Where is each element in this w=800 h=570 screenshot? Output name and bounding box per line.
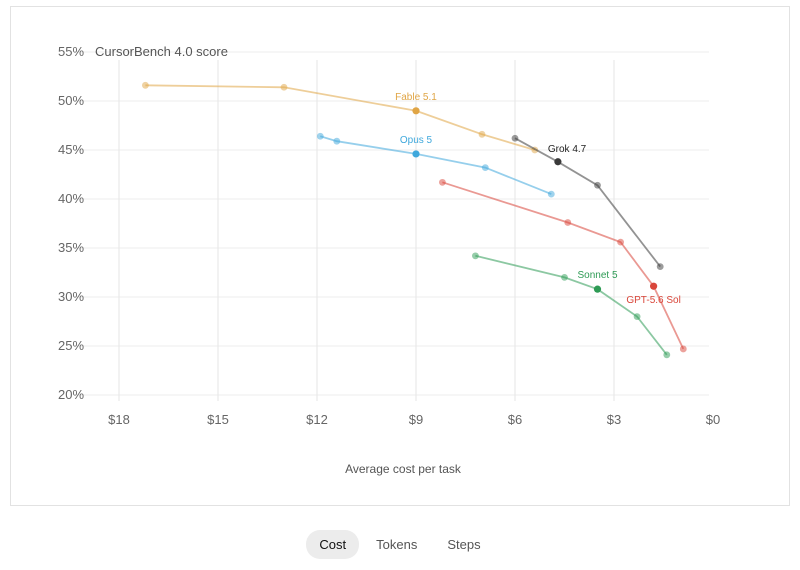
data-point-gpt-5-6-sol[interactable] [439,178,446,186]
y-tick-label: 20% [58,387,84,402]
y-tick-label: 30% [58,289,84,304]
x-tick-label: $3 [607,412,621,427]
chart-plot: 20% 25% 30% 35% 40% 45% 50% 55% CursorBench 4.0 … [58,44,720,476]
y-tick-label: 40% [58,191,84,206]
series-line-fable-5-1 [145,84,536,151]
series-line-grok-4-7 [514,137,661,268]
data-point-opus-5[interactable] [547,190,555,198]
data-point-opus-5[interactable] [316,132,324,140]
y-tick-label: 45% [58,142,84,157]
data-point-sonnet-5[interactable] [472,252,479,260]
data-point-sonnet-5[interactable] [593,285,602,293]
series-label-sonnet-5: Sonnet 5 [577,270,617,281]
data-point-sonnet-5[interactable] [663,351,671,359]
chart-title: CursorBench 4.0 score [95,44,228,59]
tab-steps[interactable]: Steps [447,537,481,552]
series-label-fable-5-1: Fable 5.1 [395,92,437,103]
x-tick-label: $12 [306,412,328,427]
data-point-fable-5-1[interactable] [280,83,288,91]
series-label-grok-4-7: Grok 4.7 [548,144,587,155]
data-point-gpt-5-6-sol[interactable] [650,282,658,290]
tab-tokens[interactable]: Tokens [376,537,418,552]
x-tick-label: $0 [706,412,720,427]
metric-tabs: Cost Tokens Steps [0,530,800,559]
data-point-grok-4-7[interactable] [511,134,519,142]
data-point-fable-5-1[interactable] [412,107,420,115]
data-point-opus-5[interactable] [412,150,420,158]
data-point-gpt-5-6-sol[interactable] [617,238,624,246]
y-tick-label: 35% [58,240,84,255]
x-tick-label: $6 [508,412,522,427]
data-point-opus-5[interactable] [333,137,341,145]
x-tick-label: $15 [207,412,229,427]
data-point-gpt-5-6-sol[interactable] [679,345,687,353]
data-point-sonnet-5[interactable] [561,274,568,281]
series-label-opus-5: Opus 5 [400,135,433,146]
data-point-grok-4-7[interactable] [594,181,601,189]
y-tick-label: 25% [58,338,84,353]
series-label-gpt-5-6-sol: GPT-5.6 Sol [626,295,680,306]
x-tick-label: $18 [108,412,130,427]
x-axis-label: Average cost per task [345,462,462,476]
data-point-fable-5-1[interactable] [142,81,149,89]
tab-cost[interactable]: Cost [306,530,360,559]
data-point-grok-4-7[interactable] [656,263,664,271]
y-tick-label: 55% [58,44,84,59]
data-point-gpt-5-6-sol[interactable] [564,219,572,226]
x-tick-label: $9 [409,412,423,427]
data-point-grok-4-7[interactable] [554,158,562,166]
y-tick-label: 50% [58,93,84,108]
data-point-fable-5-1[interactable] [478,130,486,138]
data-point-opus-5[interactable] [481,164,489,172]
series-line-gpt-5-6-sol [442,181,685,350]
data-point-sonnet-5[interactable] [633,313,641,320]
chart-card: 20% 25% 30% 35% 40% 45% 50% 55% CursorBench 4.0 … [10,6,790,506]
